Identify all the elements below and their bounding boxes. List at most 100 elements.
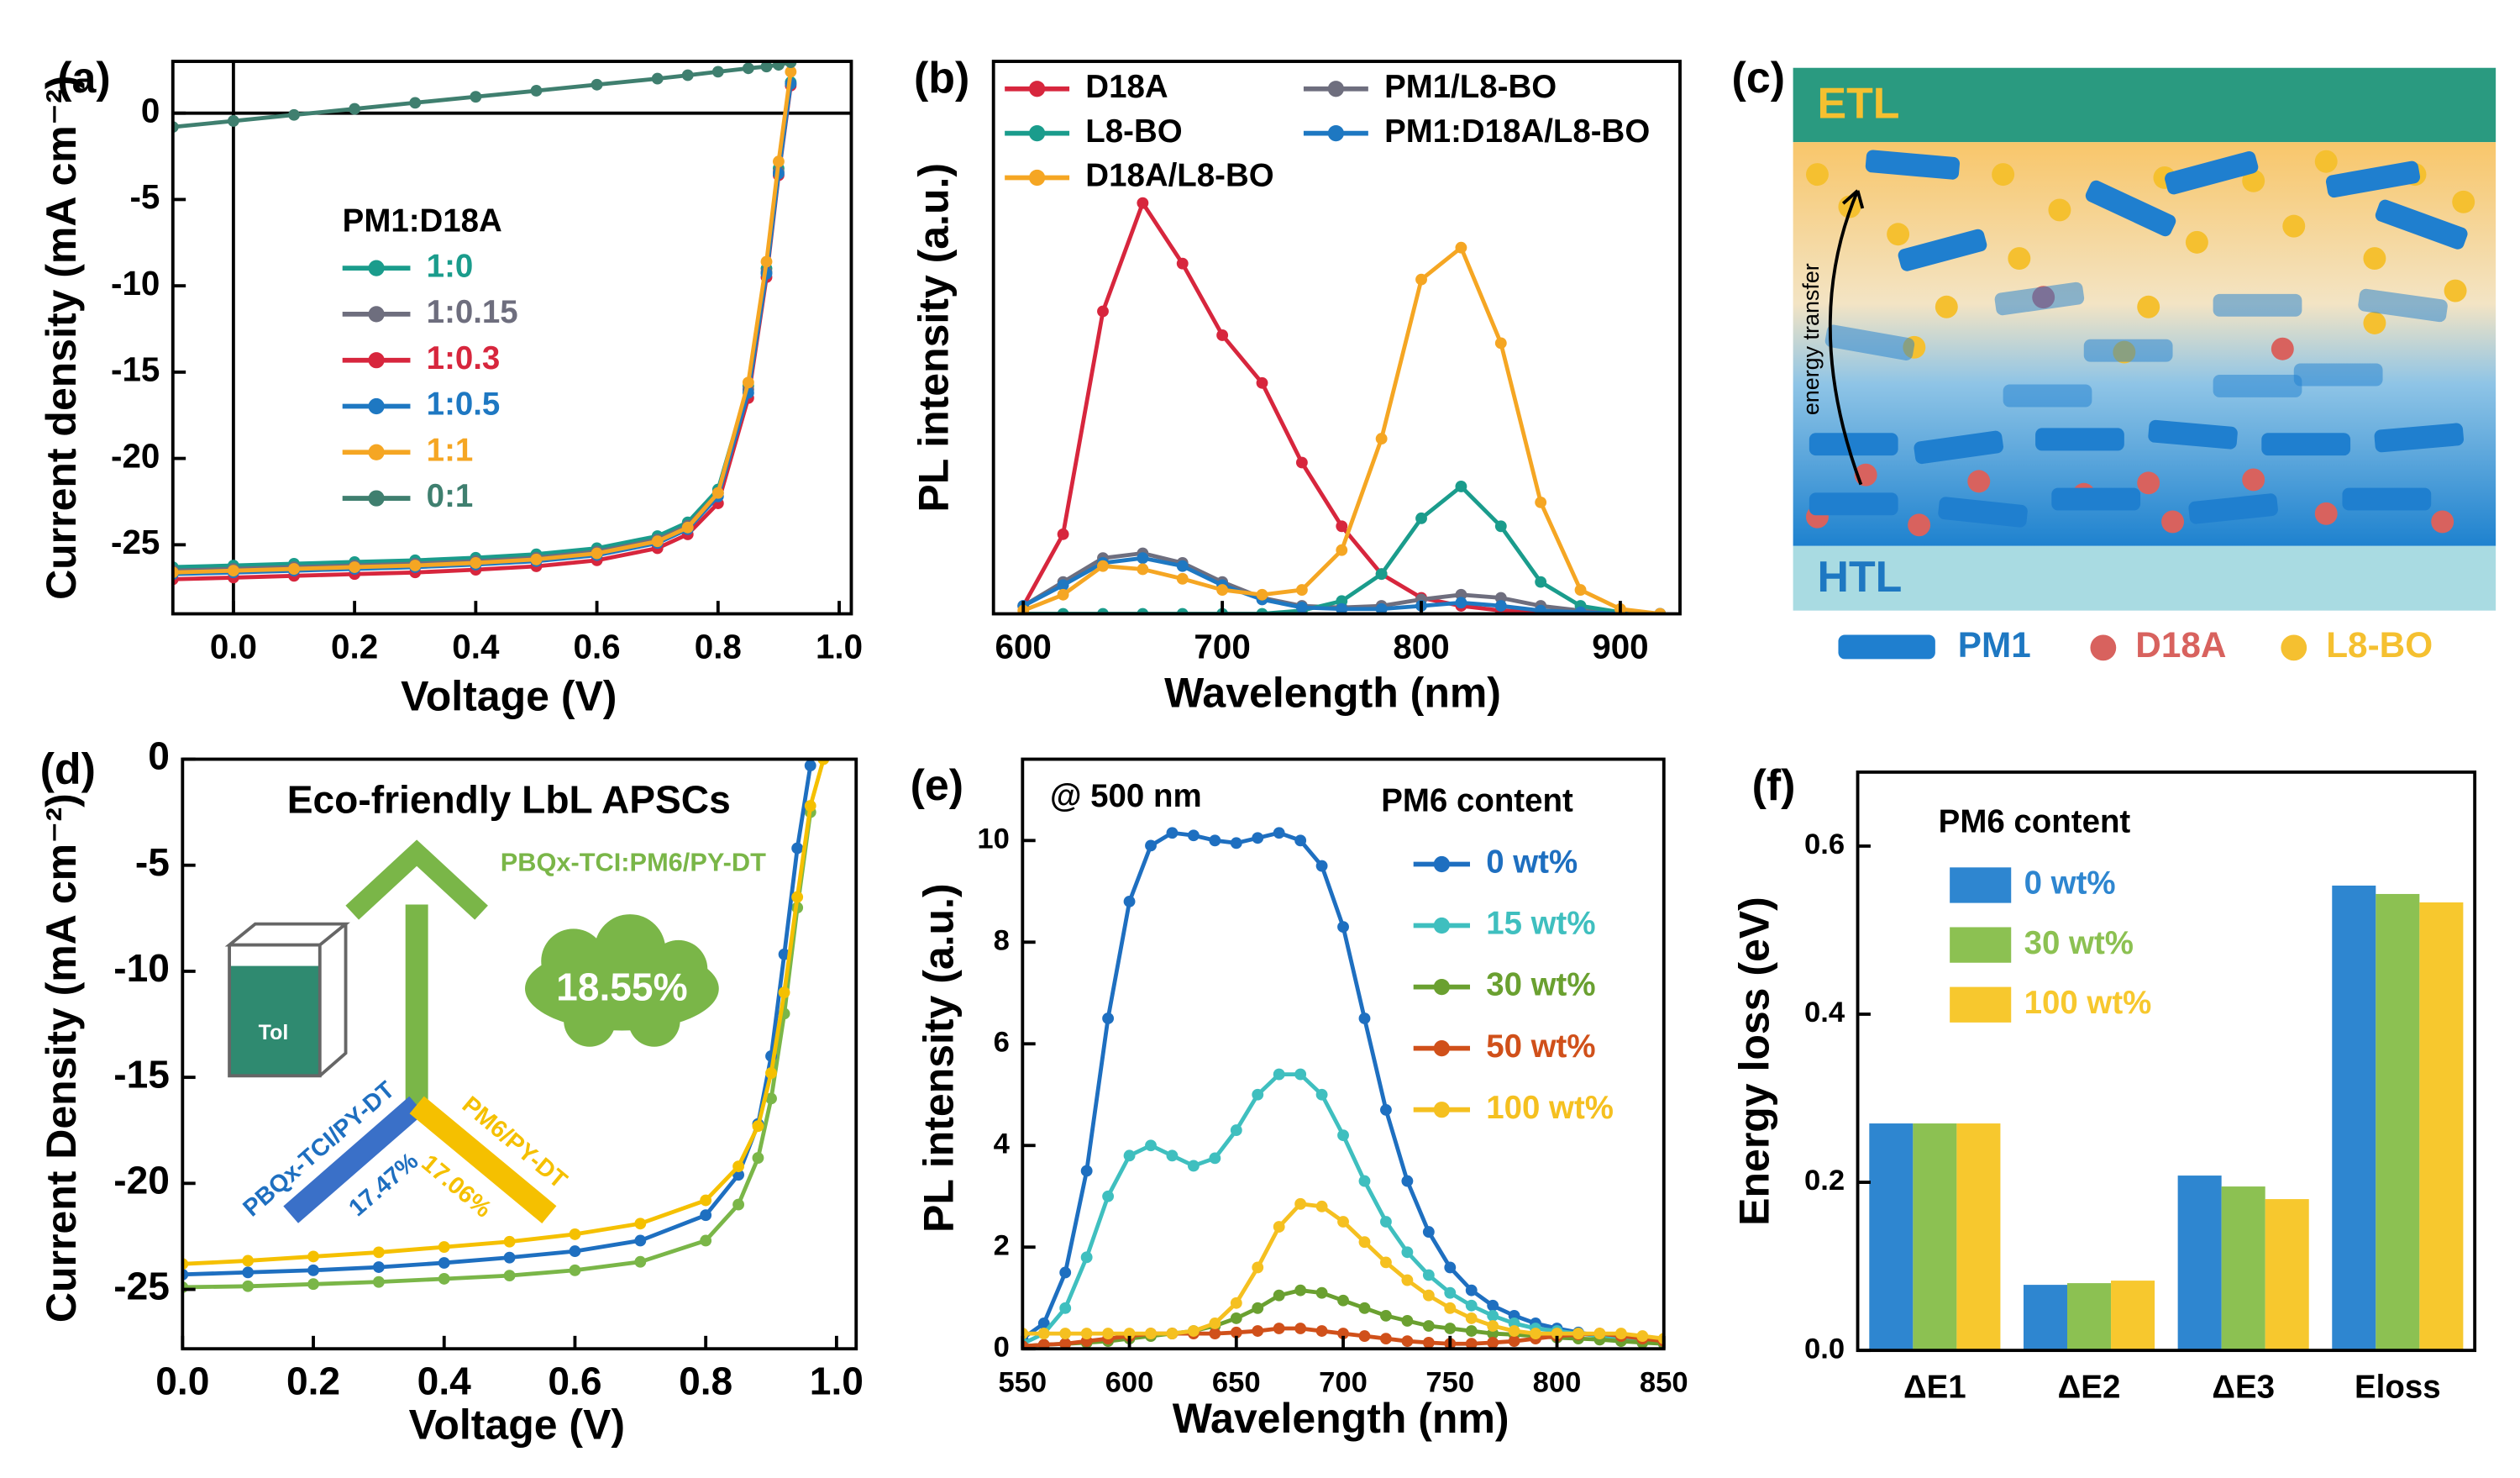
data-point [778,986,790,999]
data-point [1358,1013,1371,1024]
inset-beaker-liquid [229,965,320,1076]
data-point [1336,520,1348,533]
inset-title: Eco-friendly LbL APSCs [287,778,731,822]
data-point [1487,1299,1499,1312]
data-point [785,61,797,68]
data-point [1535,496,1547,508]
data-point [1123,1149,1136,1162]
data-point [765,1092,777,1105]
y-tick-label: -10 [113,946,170,990]
htl-layer [1793,545,2496,611]
energy-arrow [1828,190,1863,486]
data-point [765,1067,777,1080]
data-point [1097,560,1109,572]
bar [2067,1283,2112,1351]
data-point [752,1120,764,1133]
data-point [1057,588,1069,601]
y-tick-label: 0.4 [1804,997,1845,1028]
data-point [1636,1330,1649,1343]
data-point [1209,1328,1221,1339]
data-point [634,1255,647,1268]
legend-swatch [1950,867,2012,903]
data-point [1508,1325,1520,1337]
data-point [1444,1261,1457,1274]
bar [2332,885,2376,1351]
data-point [1137,563,1149,576]
x-tick-label: 0.8 [679,1360,732,1403]
legend-marker [368,397,385,415]
legend-text: 1:0 [427,248,474,284]
data-point [1535,604,1547,614]
panel-label: (a) [57,54,110,103]
y-tick-label: -5 [135,840,170,884]
data-point [1216,584,1229,597]
x-tick-label: 0.4 [452,627,500,665]
data-point [1487,1309,1499,1322]
data-point [1315,1200,1328,1212]
y-tick-label: -25 [113,1265,170,1308]
data-point [1444,1286,1457,1299]
data-point [752,1152,764,1164]
data-point [791,842,804,855]
data-point [1572,1328,1584,1339]
data-point [1059,1328,1072,1339]
data-point [760,255,773,268]
legend-marker [1029,124,1046,142]
legend-marker [368,490,385,507]
data-point [804,760,816,772]
y-tick-label: 6 [994,1026,1010,1058]
data-point [409,97,422,109]
data-point [1294,1323,1307,1334]
legend-marker [1433,978,1450,996]
data-point [470,556,482,569]
y-tick-label: 2 [994,1229,1010,1261]
data-point [1080,1165,1093,1177]
data-point [242,1280,255,1292]
y-tick-label: 0.6 [1804,828,1845,860]
legend-text: 1:0.5 [427,387,501,423]
y-tick-label: -20 [113,1159,170,1202]
data-point [1465,1299,1478,1312]
data-point [804,800,816,812]
y-axis-title: PL intensity (a.u.) [915,883,962,1233]
legend-text: D18A [2135,625,2226,665]
plot-frame [1021,757,1666,1351]
data-point [1059,1338,1072,1349]
data-point [1294,1197,1307,1210]
data-point [242,1266,255,1279]
x-tick-label: 700 [1194,627,1250,665]
data-point [1059,1302,1072,1314]
y-tick-label: -15 [113,1052,170,1096]
data-point [1295,584,1308,597]
data-point [1375,433,1388,445]
data-point [1057,579,1069,592]
legend-text: D18A/L8-BO [1085,158,1273,194]
inset-series-label: PBQx-TCI:PM6/PY-DT [501,848,766,877]
data-point [530,85,543,97]
bar [1869,1123,1914,1351]
data-point [1336,602,1348,614]
data-point [1230,837,1242,849]
data-point [1593,1328,1606,1339]
y-axis-title: Current Density (mA cm⁻²) [38,793,85,1323]
y-tick-label: -15 [111,350,160,389]
data-point [1102,1013,1115,1024]
x-axis-title: Wavelength (nm) [1164,670,1501,717]
x-tick-label: 0.6 [548,1360,601,1403]
data-point [1422,1269,1435,1281]
y-axis-title: Current density (mA cm⁻²) [38,76,85,600]
x-tick-label: 0.2 [331,627,378,665]
data-point [1422,1337,1435,1349]
data-point [530,553,543,565]
data-point [1465,1338,1478,1349]
data-point [307,1278,319,1291]
data-point [1337,1294,1349,1307]
inset-solvent: Tol [259,1021,289,1044]
data-point [1037,1339,1050,1349]
data-point [1422,1226,1435,1239]
inset-yellow-bar [409,1096,557,1224]
legend-text: 30 wt% [1486,967,1595,1003]
data-point [1358,1302,1371,1314]
data-point [1166,1328,1179,1339]
bar [2023,1285,2068,1351]
